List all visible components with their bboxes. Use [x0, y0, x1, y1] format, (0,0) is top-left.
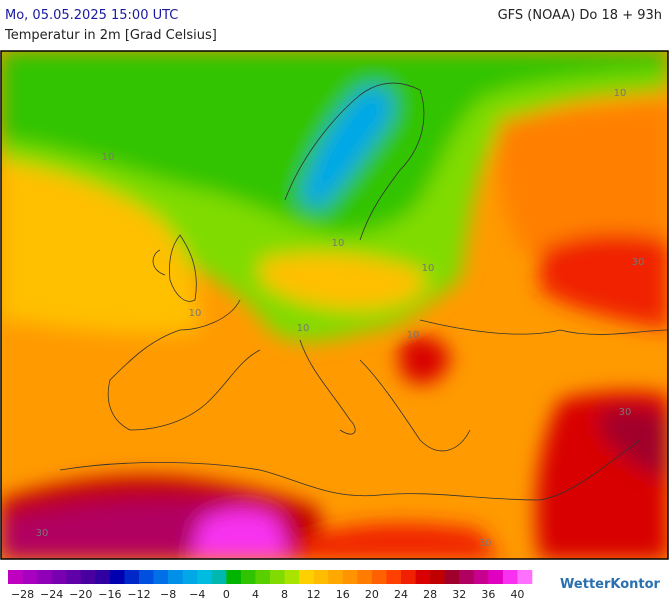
colorbar-swatch: [502, 570, 518, 584]
colorbar-swatch: [459, 570, 475, 584]
colorbar-swatch: [109, 570, 125, 584]
contour-label: 10: [189, 308, 202, 319]
colorbar-label: 4: [252, 588, 259, 600]
colorbar-swatch: [386, 570, 402, 584]
colorbar-swatch: [328, 570, 344, 584]
colorbar-swatch: [371, 570, 387, 584]
colorbar-label: −16: [98, 588, 121, 600]
colorbar-swatch: [313, 570, 329, 584]
colorbar-swatch: [37, 570, 52, 584]
map-frame: [0, 50, 669, 560]
colorbar-label: 40: [510, 588, 524, 600]
contour-label: 10: [102, 152, 115, 163]
colorbar-swatch: [8, 570, 23, 584]
contour-label: 30: [36, 528, 49, 539]
colorbar-label: −24: [40, 588, 63, 600]
colorbar-swatch: [226, 570, 242, 584]
coastlines: [59, 82, 668, 501]
colorbar-label: 32: [452, 588, 466, 600]
contour-label: 30: [619, 407, 632, 418]
colorbar: −28 −24 −20 −16 −12 −8 −4 0 4 8 12 16 20 24 28 32 36 40: [8, 570, 533, 601]
colorbar-swatch: [95, 570, 111, 584]
colorbar-swatch: [488, 570, 504, 584]
colorbar-label: 24: [394, 588, 408, 600]
colorbar-swatch: [153, 570, 169, 584]
colorbar-swatch: [342, 570, 358, 584]
colorbar-swatch: [430, 570, 445, 584]
colorbar-swatch: [80, 570, 96, 584]
model-run: GFS (NOAA) Do 18 + 93h: [498, 8, 662, 23]
temperature-field: [1, 51, 668, 559]
contour-label: 10: [614, 88, 627, 99]
colorbar-swatch: [124, 570, 140, 584]
colorbar-label: −20: [69, 588, 92, 600]
colorbar-swatch: [401, 570, 416, 584]
colorbar-swatch: [517, 570, 533, 584]
colorbar-swatch: [22, 570, 38, 584]
colorbar-label: −28: [11, 588, 34, 600]
colorbar-swatch: [255, 570, 271, 584]
colorbar-swatch: [299, 570, 314, 584]
colorbar-swatch: [197, 570, 213, 584]
colorbar-swatch: [473, 570, 489, 584]
colorbar-label: 12: [307, 588, 321, 600]
colorbar-label: 8: [281, 588, 288, 600]
colorbar-swatch: [211, 570, 227, 584]
colorbar-swatch: [66, 570, 82, 584]
colorbar-label: −8: [160, 588, 176, 600]
contour-label: 10: [297, 323, 310, 334]
colorbar-swatch: [444, 570, 460, 584]
contour-label: 10: [407, 330, 420, 341]
contour-label: 10: [422, 263, 435, 274]
contour-label: 30: [632, 257, 645, 268]
colorbar-label: 28: [423, 588, 437, 600]
colorbar-label: 36: [481, 588, 495, 600]
colorbar-swatch: [168, 570, 183, 584]
colorbar-label: 20: [365, 588, 379, 600]
colorbar-swatch: [415, 570, 431, 584]
logo: WetterKontor: [560, 577, 661, 592]
colorbar-swatch: [357, 570, 373, 584]
parameter: Temperatur in 2m [Grad Celsius]: [4, 28, 217, 43]
colorbar-swatch: [240, 570, 256, 584]
contour-label: 30: [479, 538, 492, 549]
valid-time: Mo, 05.05.2025 15:00 UTC: [5, 8, 178, 23]
colorbar-swatch: [284, 570, 300, 584]
colorbar-label: 0: [223, 588, 230, 600]
contour-labels: 10 10 10 10 10 10 10 30 30 30 30: [36, 88, 645, 549]
colorbar-label: 16: [336, 588, 350, 600]
colorbar-swatch: [270, 570, 285, 584]
colorbar-swatch: [51, 570, 67, 584]
contour-label: 10: [332, 238, 345, 249]
colorbar-swatch: [182, 570, 198, 584]
colorbar-label: −12: [127, 588, 150, 600]
colorbar-swatch: [139, 570, 154, 584]
colorbar-label: −4: [189, 588, 205, 600]
